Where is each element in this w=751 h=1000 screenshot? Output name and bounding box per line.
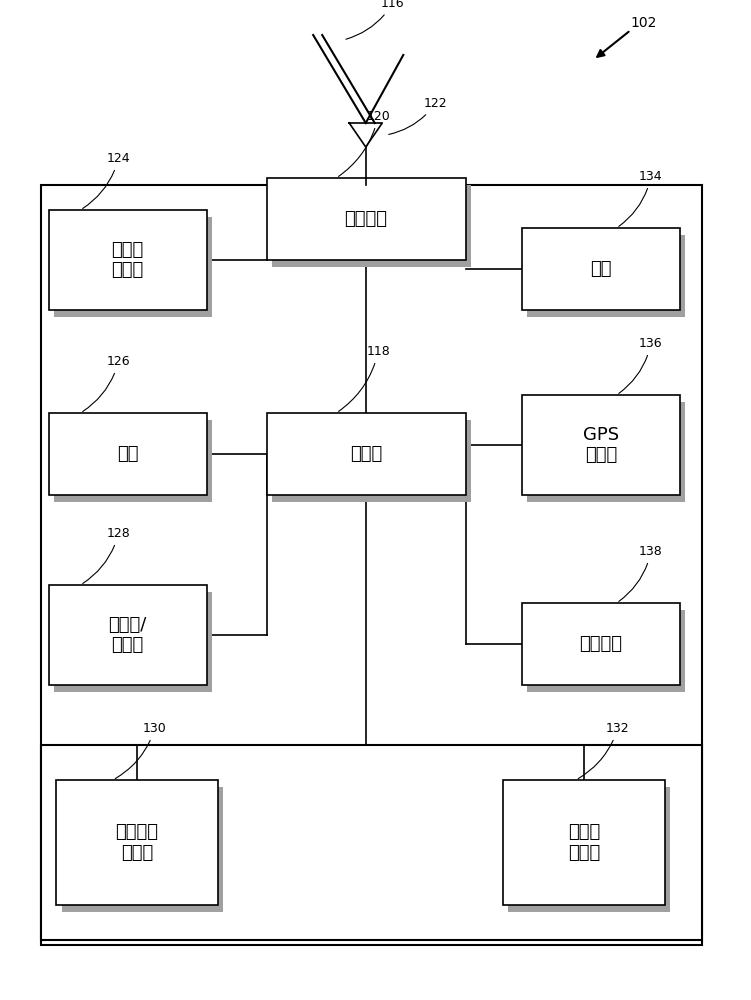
Bar: [527, 402, 685, 502]
Text: 收发信机: 收发信机: [345, 210, 388, 228]
Text: 138: 138: [619, 545, 663, 601]
Text: 电源: 电源: [590, 260, 611, 278]
Text: 124: 124: [83, 152, 130, 209]
Bar: [54, 217, 212, 317]
Bar: [522, 228, 680, 310]
Text: 116: 116: [346, 0, 404, 39]
Text: 132: 132: [578, 722, 629, 779]
Text: 136: 136: [619, 337, 662, 393]
Text: 不可移动
存储器: 不可移动 存储器: [116, 823, 158, 862]
Bar: [49, 413, 207, 495]
Text: 显示器/
触摸板: 显示器/ 触摸板: [108, 616, 147, 654]
Bar: [267, 178, 466, 260]
Text: GPS
芯片组: GPS 芯片组: [583, 426, 619, 464]
Text: 134: 134: [619, 170, 662, 226]
Bar: [62, 787, 223, 912]
Bar: [508, 787, 670, 912]
Bar: [49, 585, 207, 685]
Text: 外围设备: 外围设备: [579, 635, 623, 653]
Bar: [49, 210, 207, 310]
Text: 扬声器
麦克风: 扬声器 麦克风: [112, 241, 143, 279]
Text: 118: 118: [339, 345, 390, 411]
Bar: [54, 592, 212, 692]
Text: 处理器: 处理器: [350, 445, 382, 463]
Bar: [522, 395, 680, 495]
Bar: [272, 185, 471, 267]
Bar: [41, 745, 702, 940]
Bar: [503, 780, 665, 905]
Text: 102: 102: [631, 16, 657, 30]
Text: 130: 130: [115, 722, 167, 779]
Bar: [527, 610, 685, 692]
Text: 128: 128: [83, 527, 131, 584]
Bar: [41, 185, 702, 945]
Text: 126: 126: [83, 355, 130, 412]
Bar: [272, 420, 471, 502]
Text: 122: 122: [389, 97, 447, 134]
Bar: [267, 413, 466, 495]
Bar: [522, 603, 680, 685]
Text: 键盘: 键盘: [117, 445, 138, 463]
Bar: [527, 235, 685, 317]
Bar: [54, 420, 212, 502]
Text: 可移动
存储器: 可移动 存储器: [568, 823, 600, 862]
Polygon shape: [349, 123, 382, 147]
Bar: [56, 780, 218, 905]
Text: 120: 120: [339, 110, 390, 176]
